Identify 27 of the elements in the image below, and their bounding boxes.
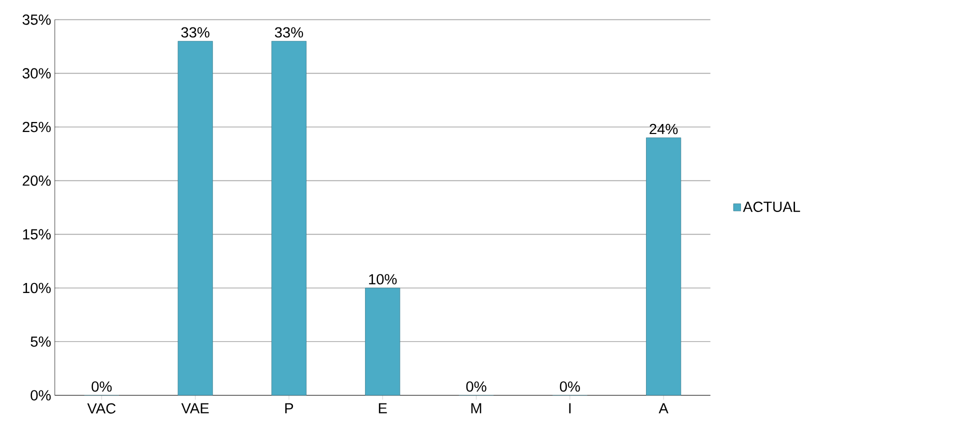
x-tick-label: E (378, 402, 387, 414)
x-tick-label: VAE (181, 402, 209, 414)
data-label: 33% (181, 26, 210, 38)
data-label: 33% (274, 26, 304, 38)
y-tick-label: 25% (22, 122, 51, 132)
bar (646, 137, 682, 396)
y-tick-label: 30% (22, 68, 51, 78)
y-tick-label: 10% (23, 282, 51, 293)
x-tick-label: P (285, 402, 294, 414)
y-tick-label: 35% (22, 14, 51, 25)
bar (178, 40, 213, 396)
y-tick-label: 20% (22, 175, 51, 186)
x-tick-label: A (658, 402, 668, 414)
x-tick-label: I (569, 402, 571, 414)
y-tick-label: 0% (30, 390, 51, 400)
legend-label: ACTUAL (742, 201, 800, 212)
data-label: 0% (466, 381, 486, 392)
data-label: 24% (650, 124, 678, 134)
data-label: 10% (369, 274, 397, 284)
y-tick-label: 5% (30, 336, 51, 347)
x-tick-label: M (471, 402, 482, 414)
data-label: 0% (92, 381, 112, 392)
data-label: 0% (560, 381, 580, 392)
x-tick-label: VAC (87, 402, 116, 414)
bar (271, 40, 306, 396)
bar (365, 288, 400, 396)
y-tick-label: 15% (23, 228, 51, 240)
